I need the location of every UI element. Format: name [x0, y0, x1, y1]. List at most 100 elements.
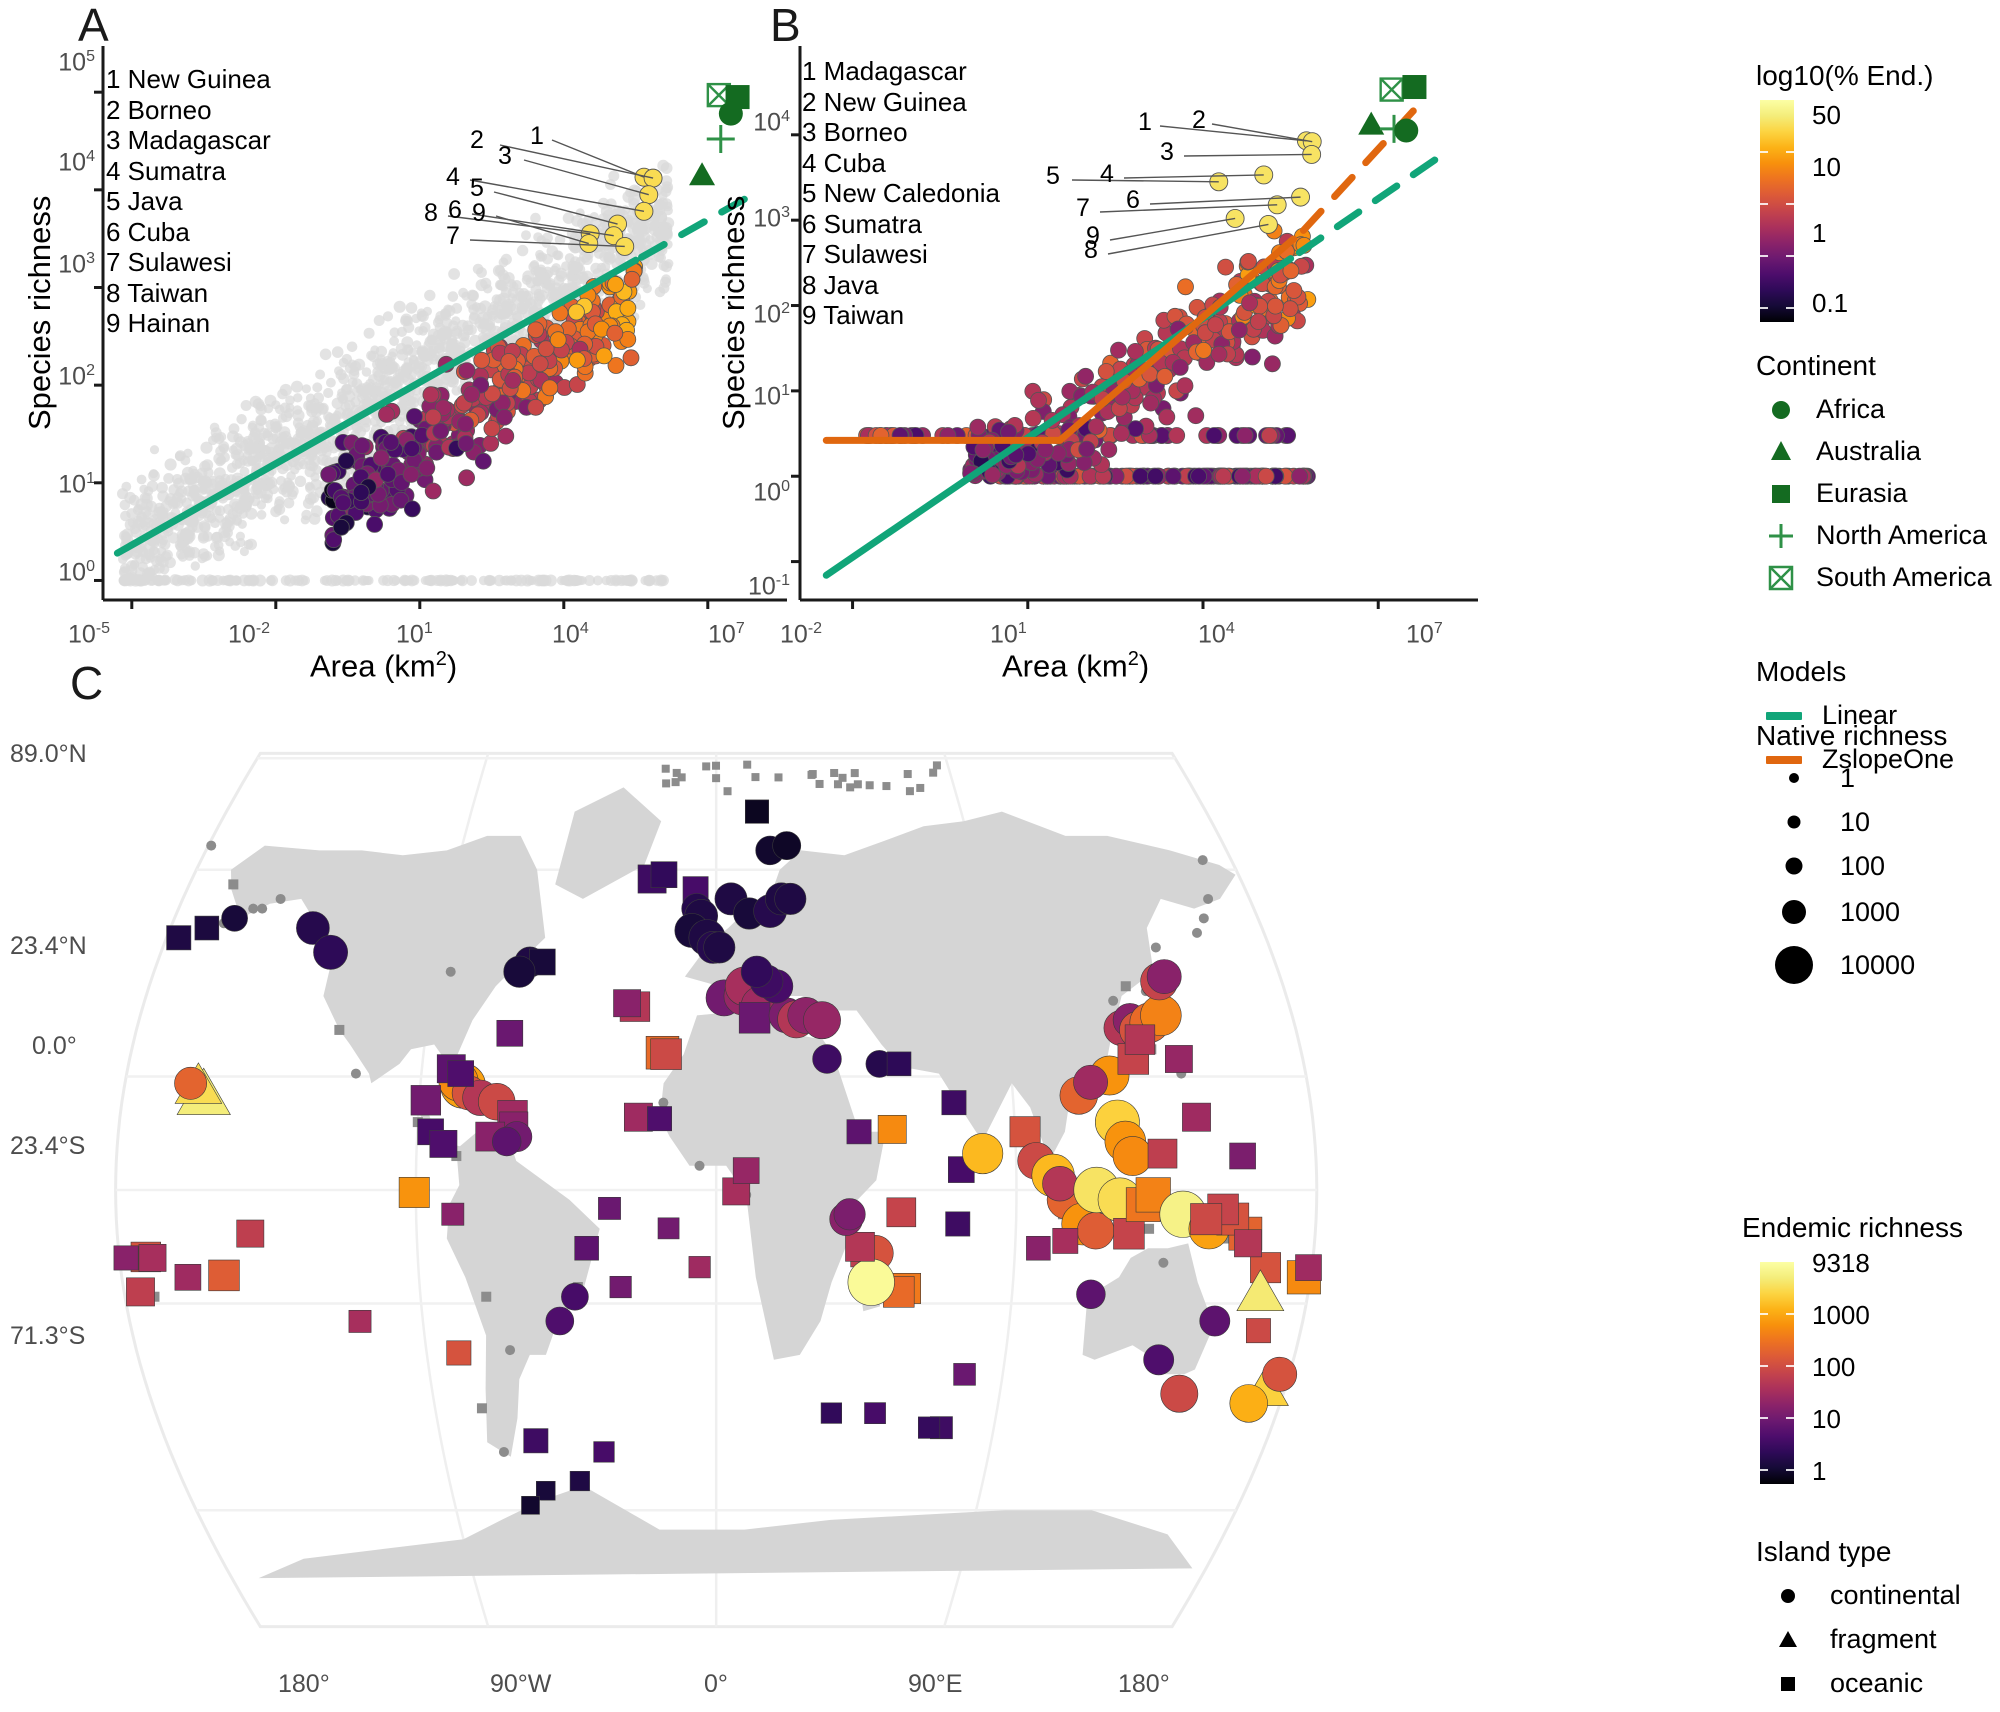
legend-endemic-tick-10: 10 [1812, 1404, 1841, 1434]
legend-endemic-tick-9318: 9318 [1812, 1248, 1870, 1278]
legend-continent-item-eurasia[interactable]: Eurasia [1764, 478, 1908, 509]
panel-b-ytick-1: 101 [753, 382, 790, 411]
legend-island-type-item-oceanic[interactable]: oceanic [1772, 1668, 1923, 1699]
panel-c-lon-tick-90e: 90°E [908, 1670, 963, 1698]
panel-c-lat-tick-234S: 23.4°S [10, 1132, 86, 1160]
legend-endemic-richness-colorbar [1758, 1258, 1800, 1488]
legend-island-type-item-continental[interactable]: continental [1772, 1580, 1961, 1611]
panel-a-callout-3: 3 [498, 142, 512, 170]
square-cross-icon [1768, 565, 1794, 590]
legend-models-label: ZslopeOne [1822, 744, 1955, 774]
panel-b-callout-9: 9 [1086, 222, 1100, 250]
panel-c-lon-tick-180e: 180° [1118, 1670, 1170, 1698]
panel-a-ytick-0: 100 [58, 558, 95, 587]
panel-a-callout-8: 8 [424, 199, 438, 227]
panel-b-xtick-2: 104 [1198, 620, 1235, 649]
panel-c-map [100, 700, 1660, 1680]
panel-b-xtick-0: 10-2 [780, 620, 823, 649]
panel-b-callout-4: 4 [1100, 160, 1114, 188]
panel-c-lon-tick-0: 0° [704, 1670, 728, 1698]
legend-continent-label: Eurasia [1816, 478, 1908, 508]
list-item: 2 New Guinea [802, 86, 967, 117]
legend-endemic-richness-title: Endemic richness [1742, 1212, 1963, 1243]
legend-continent-label: Australia [1816, 436, 1922, 466]
panel-b-xtick-1: 101 [990, 620, 1027, 649]
panel-c-lat-tick-0: 0.0° [32, 1032, 77, 1060]
legend-continent-title: Continent [1756, 350, 1876, 381]
legend-continent-label: South America [1816, 562, 1992, 592]
legend-native-richness-label: 10000 [1840, 949, 1916, 980]
legend-continent-item-north-america[interactable]: North America [1764, 520, 1987, 551]
list-item: 6 Cuba [106, 216, 190, 247]
legend-endemic-tick-1: 1 [1812, 1456, 1827, 1486]
legend-endemic-tick-1000: 1000 [1812, 1300, 1870, 1330]
square-icon [1781, 1676, 1795, 1691]
panel-c-lat-tick-234N: 23.4°N [10, 932, 87, 960]
legend-models-title: Models [1756, 656, 1847, 687]
legend-continent-item-africa[interactable]: Africa [1764, 394, 1885, 425]
legend-models-label: Linear [1822, 700, 1898, 730]
list-item: 1 New Guinea [106, 64, 271, 94]
legend-pct-endemic-tick-0-1: 0.1 [1812, 288, 1849, 318]
panel-b-plot [700, 0, 1500, 660]
legend-island-type-item-fragment[interactable]: fragment [1772, 1624, 1937, 1655]
legend-island-type-label: continental [1830, 1580, 1961, 1610]
panel-c-lon-tick-180w: 180° [278, 1670, 330, 1698]
panel-a-ytick-4: 104 [58, 148, 95, 177]
panel-b-ytick-neg1: 10-1 [747, 572, 790, 601]
legend-island-type-title: Island type [1756, 1536, 1892, 1567]
legend-native-richness-item-10000[interactable]: 10000 [1768, 942, 1915, 988]
legend-native-richness-item-100[interactable]: 100 [1768, 850, 1885, 882]
panel-c-lon-tick-90w: 90°W [490, 1670, 552, 1698]
legend-pct-endemic-tick-50: 50 [1812, 100, 1841, 130]
legend-continent-item-south-america[interactable]: South America [1764, 562, 1992, 593]
panel-b-callout-3: 3 [1160, 138, 1174, 166]
panel-a-callout-5: 5 [470, 174, 484, 202]
legend-native-richness-title: Native richness [1756, 720, 1948, 751]
panel-b-xtick-3: 107 [1406, 620, 1443, 649]
panel-a-xtick-1: 10-2 [228, 620, 271, 649]
line-swatch-icon [1766, 755, 1802, 764]
legend-continent-label: North America [1816, 520, 1988, 550]
panel-a-callout-9: 9 [472, 199, 486, 227]
legend-models-item-zslopeone[interactable]: ZslopeOne [1764, 744, 1954, 775]
legend-endemic-tick-100: 100 [1812, 1352, 1856, 1382]
panel-a-callout-1: 1 [530, 122, 544, 150]
line-swatch-icon [1766, 711, 1802, 720]
circle-icon [1789, 773, 1799, 783]
legend-native-richness-label: 1 [1840, 762, 1856, 793]
list-item: 8 Java [802, 269, 879, 300]
panel-b-ytick-0: 100 [753, 478, 790, 507]
panel-a-xtick-3: 104 [552, 620, 589, 649]
legend-pct-endemic-tick-10: 10 [1812, 152, 1841, 182]
panel-a-ytick-5: 105 [58, 48, 95, 77]
panel-a-island-legend-list: 1 New Guinea 2 Borneo 3 Madagascar 4 Sum… [106, 64, 271, 339]
panel-a-callout-2: 2 [470, 126, 484, 154]
legend-native-richness-item-1000[interactable]: 1000 [1768, 894, 1900, 930]
panel-b-ytick-2: 102 [753, 300, 790, 329]
legend-native-richness-item-1[interactable]: 1 [1768, 762, 1855, 794]
triangle-icon [1771, 440, 1791, 460]
panel-c-lat-tick-713S: 71.3°S [10, 1322, 86, 1350]
list-item: 8 Taiwan [106, 277, 209, 308]
panel-b-callout-2: 2 [1192, 106, 1206, 134]
legend-continent-item-australia[interactable]: Australia [1764, 436, 1921, 467]
plus-icon [1769, 523, 1793, 548]
legend-island-type-label: oceanic [1830, 1668, 1924, 1698]
list-item: 3 Borneo [802, 117, 908, 147]
panel-a-ytick-2: 102 [58, 362, 95, 391]
panel-a-xtick-2: 101 [396, 620, 433, 649]
circle-icon [1772, 400, 1790, 419]
list-item: 4 Sumatra [106, 155, 226, 186]
list-item: 2 Borneo [106, 94, 212, 125]
list-item: 9 Taiwan [802, 300, 905, 330]
list-item: 3 Madagascar [106, 125, 271, 155]
legend-models-item-linear[interactable]: Linear [1764, 700, 1897, 731]
legend-native-richness-item-10[interactable]: 10 [1768, 806, 1870, 838]
circle-icon [1785, 857, 1803, 875]
panel-a-xtick-4: 107 [708, 620, 745, 649]
legend-native-richness-label: 100 [1840, 850, 1886, 881]
legend-pct-endemic-title: log10(% End.) [1756, 60, 1934, 91]
circle-icon [1775, 946, 1813, 984]
panel-a-ytick-1: 101 [58, 470, 95, 499]
